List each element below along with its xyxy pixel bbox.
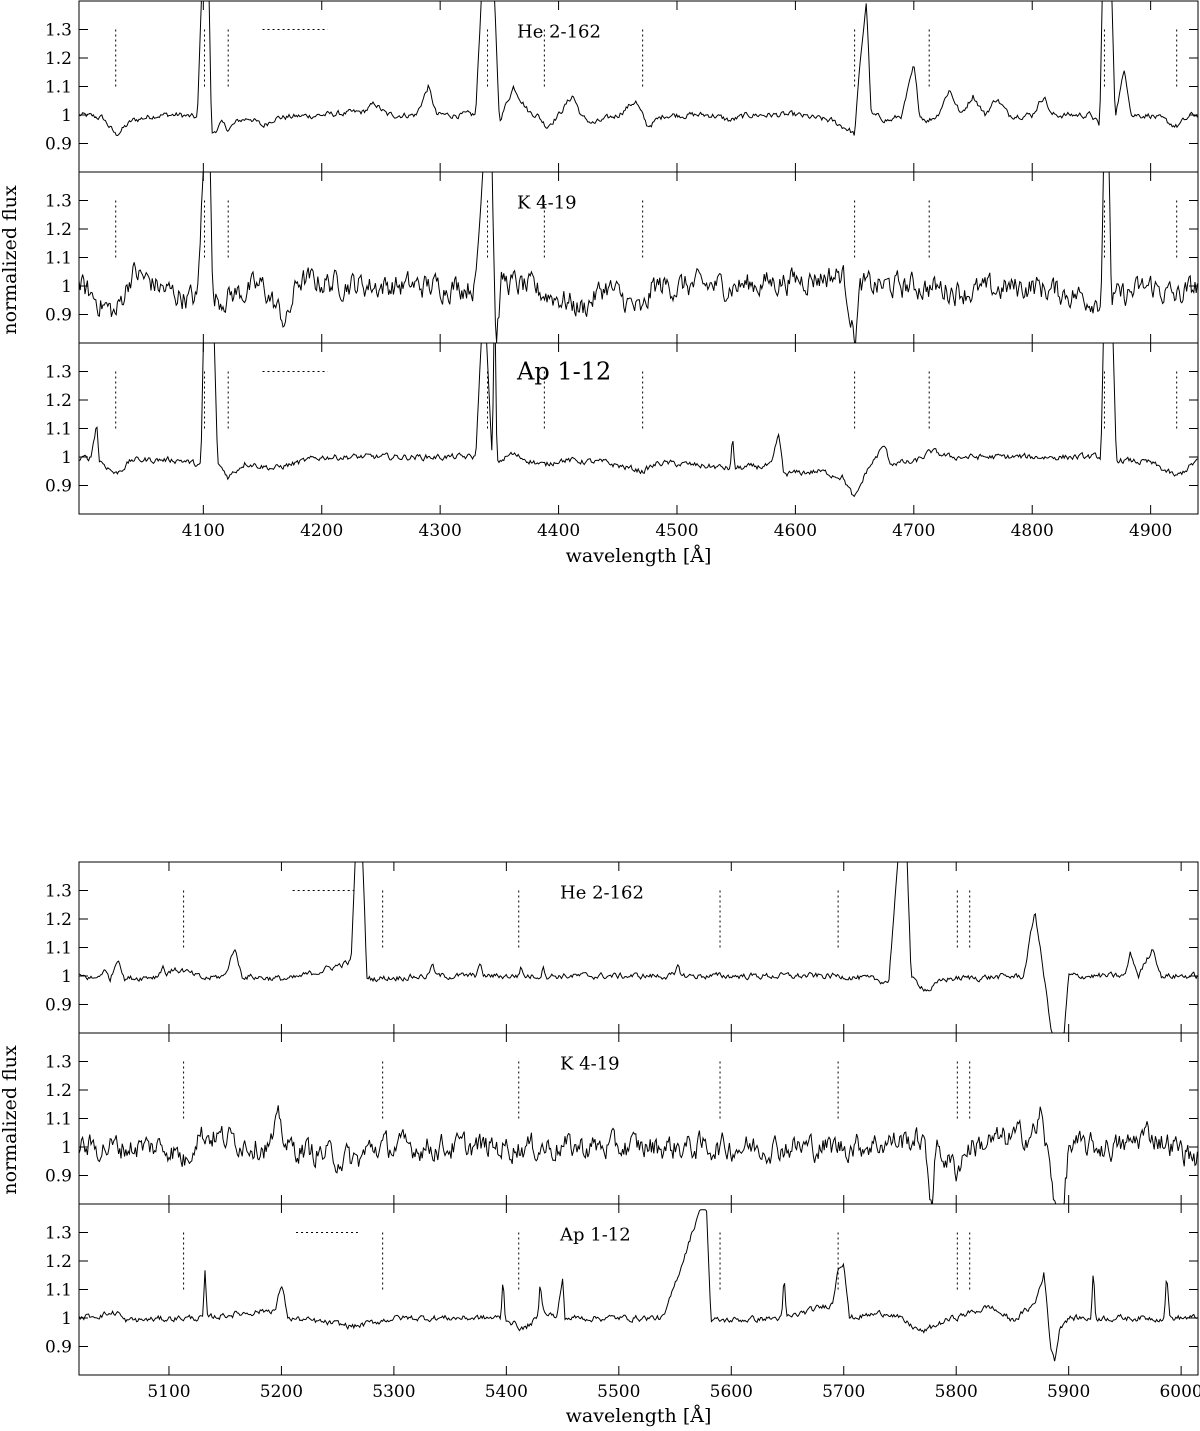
y-tick-label: 1	[61, 448, 72, 468]
x-axis-label: wavelength [Å]	[566, 545, 712, 567]
x-tick-label: 4900	[1129, 521, 1172, 541]
panel-frame	[78, 1203, 1199, 1376]
spectrum-line	[79, 1, 1198, 137]
y-tick-label: 1	[61, 106, 72, 126]
y-tick-label: 1.1	[45, 1110, 72, 1130]
object-label: K 4-19	[517, 193, 577, 214]
x-tick-label: 6000	[1159, 1382, 1200, 1402]
y-tick-label: 0.9	[45, 135, 72, 155]
object-label: He 2-162	[560, 883, 644, 904]
x-tick-label: 4200	[300, 521, 343, 541]
y-tick-label: 1	[61, 1138, 72, 1158]
x-tick-label: 5300	[372, 1382, 415, 1402]
y-tick-label: 0.9	[45, 1338, 72, 1358]
spectra-figure-1: 0.9 1 1.1 1.2 1.3 He 2-162 0.9 1 1.1 1.2 1.3 K 4-19…	[0, 0, 1199, 567]
object-label: He 2-162	[517, 22, 601, 43]
x-tick-label: 5200	[260, 1382, 303, 1402]
y-tick-label: 1.3	[45, 21, 72, 41]
panel-ap-1-12: 0.9 1 1.1 1.2 1.3 Ap 1-12 4100 4200 4300 4400 4500…	[45, 342, 1199, 541]
panel-k-4-19: 0.9 1 1.1 1.2 1.3 K 4-19	[45, 1032, 1199, 1205]
spectrum-line	[79, 1105, 1198, 1204]
y-tick-label: 0.9	[45, 477, 72, 497]
y-tick-label: 1	[61, 967, 72, 987]
y-tick-label: 1.2	[45, 1081, 72, 1101]
panel-ap-1-12: 0.9 1 1.1 1.2 1.3 Ap 1-12 5100 5200 5300 5400 5500…	[45, 1203, 1200, 1402]
y-tick-label: 1.2	[45, 49, 72, 69]
y-tick-label: 1.2	[45, 391, 72, 411]
panel-frame	[78, 171, 1199, 344]
y-tick-label: 1.3	[45, 363, 72, 383]
x-axis-label: wavelength [Å]	[566, 1405, 712, 1427]
y-tick-label: 1	[61, 1309, 72, 1329]
y-tick-label: 1.2	[45, 220, 72, 240]
y-tick-label: 1.1	[45, 420, 72, 440]
y-tick-label: 1.3	[45, 1224, 72, 1244]
y-tick-label: 0.9	[45, 996, 72, 1016]
object-label: Ap 1-12	[516, 358, 611, 386]
x-tick-label: 4300	[419, 521, 462, 541]
x-tick-label: 4400	[537, 521, 580, 541]
panel-k-4-19: 0.9 1 1.1 1.2 1.3 K 4-19	[45, 171, 1199, 344]
x-tick-label: 4500	[655, 521, 698, 541]
y-tick-label: 0.9	[45, 1167, 72, 1187]
object-label: Ap 1-12	[559, 1225, 631, 1246]
y-tick-label: 1.1	[45, 1281, 72, 1301]
x-tick-label: 5900	[1047, 1382, 1090, 1402]
x-tick-label: 5700	[822, 1382, 865, 1402]
y-tick-label: 1.3	[45, 882, 72, 902]
x-tick-label: 5500	[597, 1382, 640, 1402]
spectrum-line	[79, 862, 1198, 1033]
x-tick-label: 5600	[710, 1382, 753, 1402]
x-tick-label: 5800	[935, 1382, 978, 1402]
x-tick-label: 4800	[1011, 521, 1054, 541]
object-label: K 4-19	[560, 1054, 620, 1075]
y-tick-label: 1.3	[45, 1053, 72, 1073]
y-tick-label: 1.2	[45, 910, 72, 930]
panel-he-2-162: 0.9 1 1.1 1.2 1.3 He 2-162	[45, 861, 1199, 1034]
y-tick-label: 1.3	[45, 192, 72, 212]
y-tick-label: 1.2	[45, 1252, 72, 1272]
x-tick-label: 5100	[147, 1382, 190, 1402]
panel-he-2-162: 0.9 1 1.1 1.2 1.3 He 2-162	[45, 0, 1199, 173]
y-axis-label: normalized flux	[0, 1045, 21, 1195]
spectrum-line	[79, 172, 1198, 343]
spectrum-line	[79, 1209, 1198, 1362]
y-axis-label: normalized flux	[0, 185, 21, 335]
panel-frame	[78, 0, 1199, 173]
y-tick-label: 1	[61, 277, 72, 297]
y-tick-label: 0.9	[45, 306, 72, 326]
x-tick-label: 4700	[892, 521, 935, 541]
y-tick-label: 1.1	[45, 249, 72, 269]
x-tick-label: 5400	[485, 1382, 528, 1402]
x-tick-label: 4100	[182, 521, 225, 541]
panel-frame	[78, 342, 1199, 515]
y-tick-label: 1.1	[45, 939, 72, 959]
y-tick-label: 1.1	[45, 78, 72, 98]
x-tick-label: 4600	[774, 521, 817, 541]
spectra-figure-2: 0.9 1 1.1 1.2 1.3 He 2-162 0.9 1 1.1 1.2 1.3 K 4-19…	[0, 861, 1200, 1427]
panel-frame	[78, 1032, 1199, 1205]
spectrum-line	[79, 343, 1198, 498]
